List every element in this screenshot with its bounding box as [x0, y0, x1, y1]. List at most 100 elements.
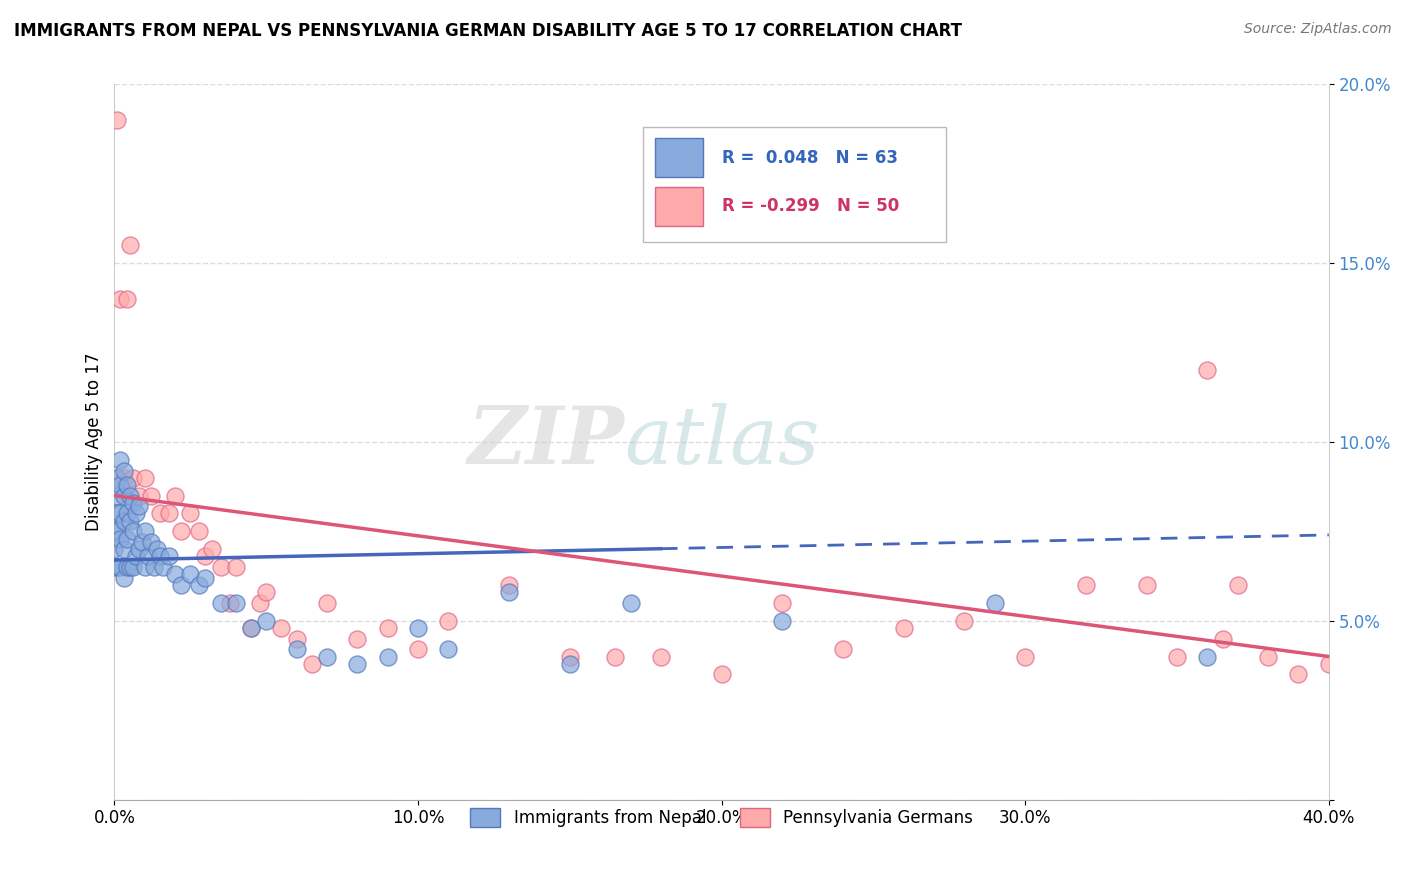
Point	[112, 489, 135, 503]
Point	[115, 478, 138, 492]
Point	[112, 514, 135, 528]
Point	[115, 532, 138, 546]
Point	[377, 649, 399, 664]
Point	[498, 578, 520, 592]
Point	[170, 578, 193, 592]
Point	[270, 621, 292, 635]
Point	[110, 507, 132, 521]
Point	[107, 560, 129, 574]
Point	[165, 489, 187, 503]
Point	[710, 667, 733, 681]
Point	[107, 524, 129, 539]
Point	[170, 524, 193, 539]
Point	[254, 614, 277, 628]
Point	[832, 642, 855, 657]
Point	[115, 507, 138, 521]
Bar	[655, 186, 703, 226]
Point	[377, 621, 399, 635]
Point	[165, 567, 187, 582]
Point	[1166, 649, 1188, 664]
Point	[121, 496, 143, 510]
Point	[240, 621, 263, 635]
Point	[1074, 578, 1097, 592]
Text: atlas: atlas	[624, 403, 820, 481]
Point	[112, 464, 135, 478]
Point	[139, 535, 162, 549]
Point	[188, 524, 211, 539]
Point	[112, 542, 135, 557]
Point	[146, 542, 169, 557]
Point	[1014, 649, 1036, 664]
Point	[139, 489, 162, 503]
Text: IMMIGRANTS FROM NEPAL VS PENNSYLVANIA GERMAN DISABILITY AGE 5 TO 17 CORRELATION : IMMIGRANTS FROM NEPAL VS PENNSYLVANIA GE…	[14, 22, 962, 40]
Point	[254, 585, 277, 599]
Point	[188, 578, 211, 592]
Text: R = -0.299   N = 50: R = -0.299 N = 50	[721, 197, 898, 215]
Point	[225, 596, 247, 610]
Text: R =  0.048   N = 63: R = 0.048 N = 63	[721, 149, 897, 167]
Point	[124, 507, 146, 521]
Point	[1226, 578, 1249, 592]
Point	[346, 632, 368, 646]
Point	[770, 614, 793, 628]
Point	[115, 560, 138, 574]
Point	[157, 507, 180, 521]
Point	[131, 535, 153, 549]
Point	[110, 532, 132, 546]
Point	[953, 614, 976, 628]
Point	[437, 642, 460, 657]
Point	[112, 471, 135, 485]
Point	[107, 113, 129, 128]
Point	[285, 642, 308, 657]
Point	[1257, 649, 1279, 664]
Point	[118, 514, 141, 528]
Point	[112, 571, 135, 585]
Point	[128, 489, 150, 503]
Point	[605, 649, 627, 664]
Point	[194, 549, 217, 564]
Point	[110, 292, 132, 306]
Point	[118, 238, 141, 252]
Legend: Immigrants from Nepal, Pennsylvania Germans: Immigrants from Nepal, Pennsylvania Germ…	[464, 802, 980, 834]
Point	[558, 649, 581, 664]
Point	[118, 560, 141, 574]
Point	[437, 614, 460, 628]
Point	[619, 596, 641, 610]
Point	[107, 507, 129, 521]
Point	[770, 596, 793, 610]
Point	[134, 524, 156, 539]
Y-axis label: Disability Age 5 to 17: Disability Age 5 to 17	[86, 352, 103, 532]
Point	[118, 489, 141, 503]
Point	[103, 560, 125, 574]
Point	[650, 649, 672, 664]
Point	[406, 642, 429, 657]
Point	[558, 657, 581, 671]
Point	[209, 596, 232, 610]
Bar	[655, 138, 703, 178]
Point	[346, 657, 368, 671]
Point	[1286, 667, 1309, 681]
Point	[134, 471, 156, 485]
Point	[301, 657, 323, 671]
Text: Source: ZipAtlas.com: Source: ZipAtlas.com	[1244, 22, 1392, 37]
Point	[209, 560, 232, 574]
Point	[1197, 363, 1219, 377]
Point	[179, 507, 201, 521]
Point	[157, 549, 180, 564]
Point	[136, 549, 159, 564]
Point	[1197, 649, 1219, 664]
Point	[107, 471, 129, 485]
Point	[110, 478, 132, 492]
Point	[1317, 657, 1340, 671]
Point	[179, 567, 201, 582]
Point	[142, 560, 165, 574]
Point	[316, 649, 339, 664]
Point	[149, 549, 172, 564]
Point	[110, 560, 132, 574]
Point	[115, 292, 138, 306]
Point	[225, 560, 247, 574]
Point	[893, 621, 915, 635]
Point	[152, 560, 174, 574]
Point	[110, 453, 132, 467]
Point	[124, 549, 146, 564]
